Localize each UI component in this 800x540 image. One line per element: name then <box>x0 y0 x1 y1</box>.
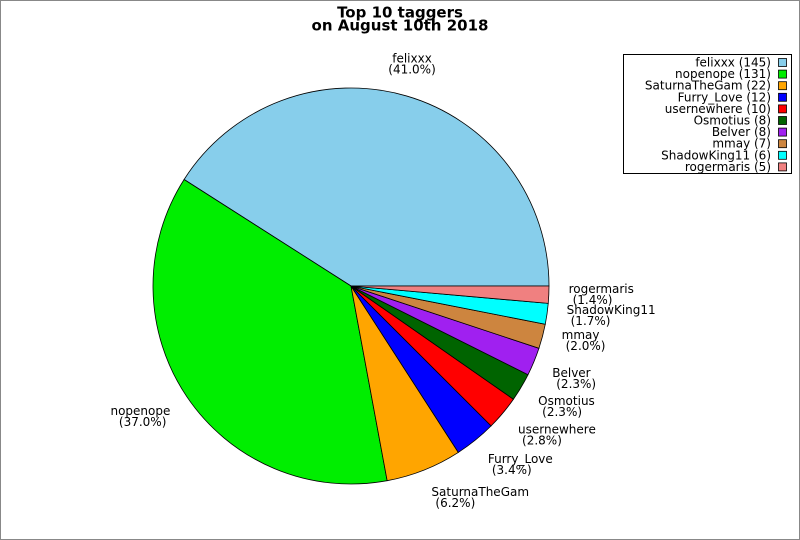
legend-swatch <box>778 92 787 102</box>
legend-swatch <box>778 81 787 91</box>
slice-label: rogermaris <box>569 282 634 296</box>
legend-label: nopenope (131) <box>675 67 771 81</box>
legend-swatch <box>778 69 787 79</box>
slice-percent: (41.0%) <box>388 62 435 76</box>
legend-label: Osmotius (8) <box>694 114 771 128</box>
slice-percent: (2.3%) <box>556 377 596 391</box>
chart-title: Top 10 taggers <box>337 4 463 22</box>
legend-swatch <box>778 150 787 160</box>
slice-label: ShadowKing11 <box>567 303 656 317</box>
legend-swatch <box>778 127 787 137</box>
legend-label: SaturnaTheGam (22) <box>645 79 771 93</box>
legend-label: Furry_Love (12) <box>678 90 771 104</box>
slice-label: usernewhere <box>518 422 596 436</box>
legend-swatch <box>778 116 787 125</box>
legend-box <box>623 54 792 174</box>
legend-label: mmay (7) <box>712 137 771 151</box>
slice-percent: (2.3%) <box>542 405 582 419</box>
pie-slice <box>350 285 550 304</box>
legend-swatch <box>778 58 787 67</box>
legend-label: felixxx (145) <box>695 56 771 70</box>
legend-swatch <box>778 139 787 149</box>
slice-percent: (1.4%) <box>573 293 613 307</box>
legend-label: ShadowKing11 (6) <box>661 148 771 162</box>
slice-percent: (1.7%) <box>571 314 611 328</box>
legend-swatch <box>778 162 787 172</box>
legend-label: Belver (8) <box>712 125 771 139</box>
legend-swatch <box>778 104 787 114</box>
slice-label: Belver <box>552 366 590 380</box>
slice-label: mmay <box>562 328 600 342</box>
slice-percent: (2.0%) <box>566 339 606 353</box>
slice-label: SaturnaTheGam <box>431 485 529 499</box>
legend-label: usernewhere (10) <box>665 102 771 116</box>
slice-label: Osmotius <box>538 394 595 408</box>
slice-percent: (6.2%) <box>435 496 475 510</box>
legend-label: rogermaris (5) <box>685 160 771 174</box>
slice-percent: (37.0%) <box>119 415 166 429</box>
slice-percent: (2.8%) <box>522 433 562 447</box>
slice-label: nopenope <box>110 404 170 418</box>
slice-percent: (3.4%) <box>492 463 532 477</box>
slice-label: felixxx <box>392 51 432 65</box>
pie-slice <box>152 178 388 485</box>
pie-slice <box>183 87 550 287</box>
slice-label: Furry_Love <box>488 452 553 466</box>
chart-title: on August 10th 2018 <box>312 17 489 35</box>
